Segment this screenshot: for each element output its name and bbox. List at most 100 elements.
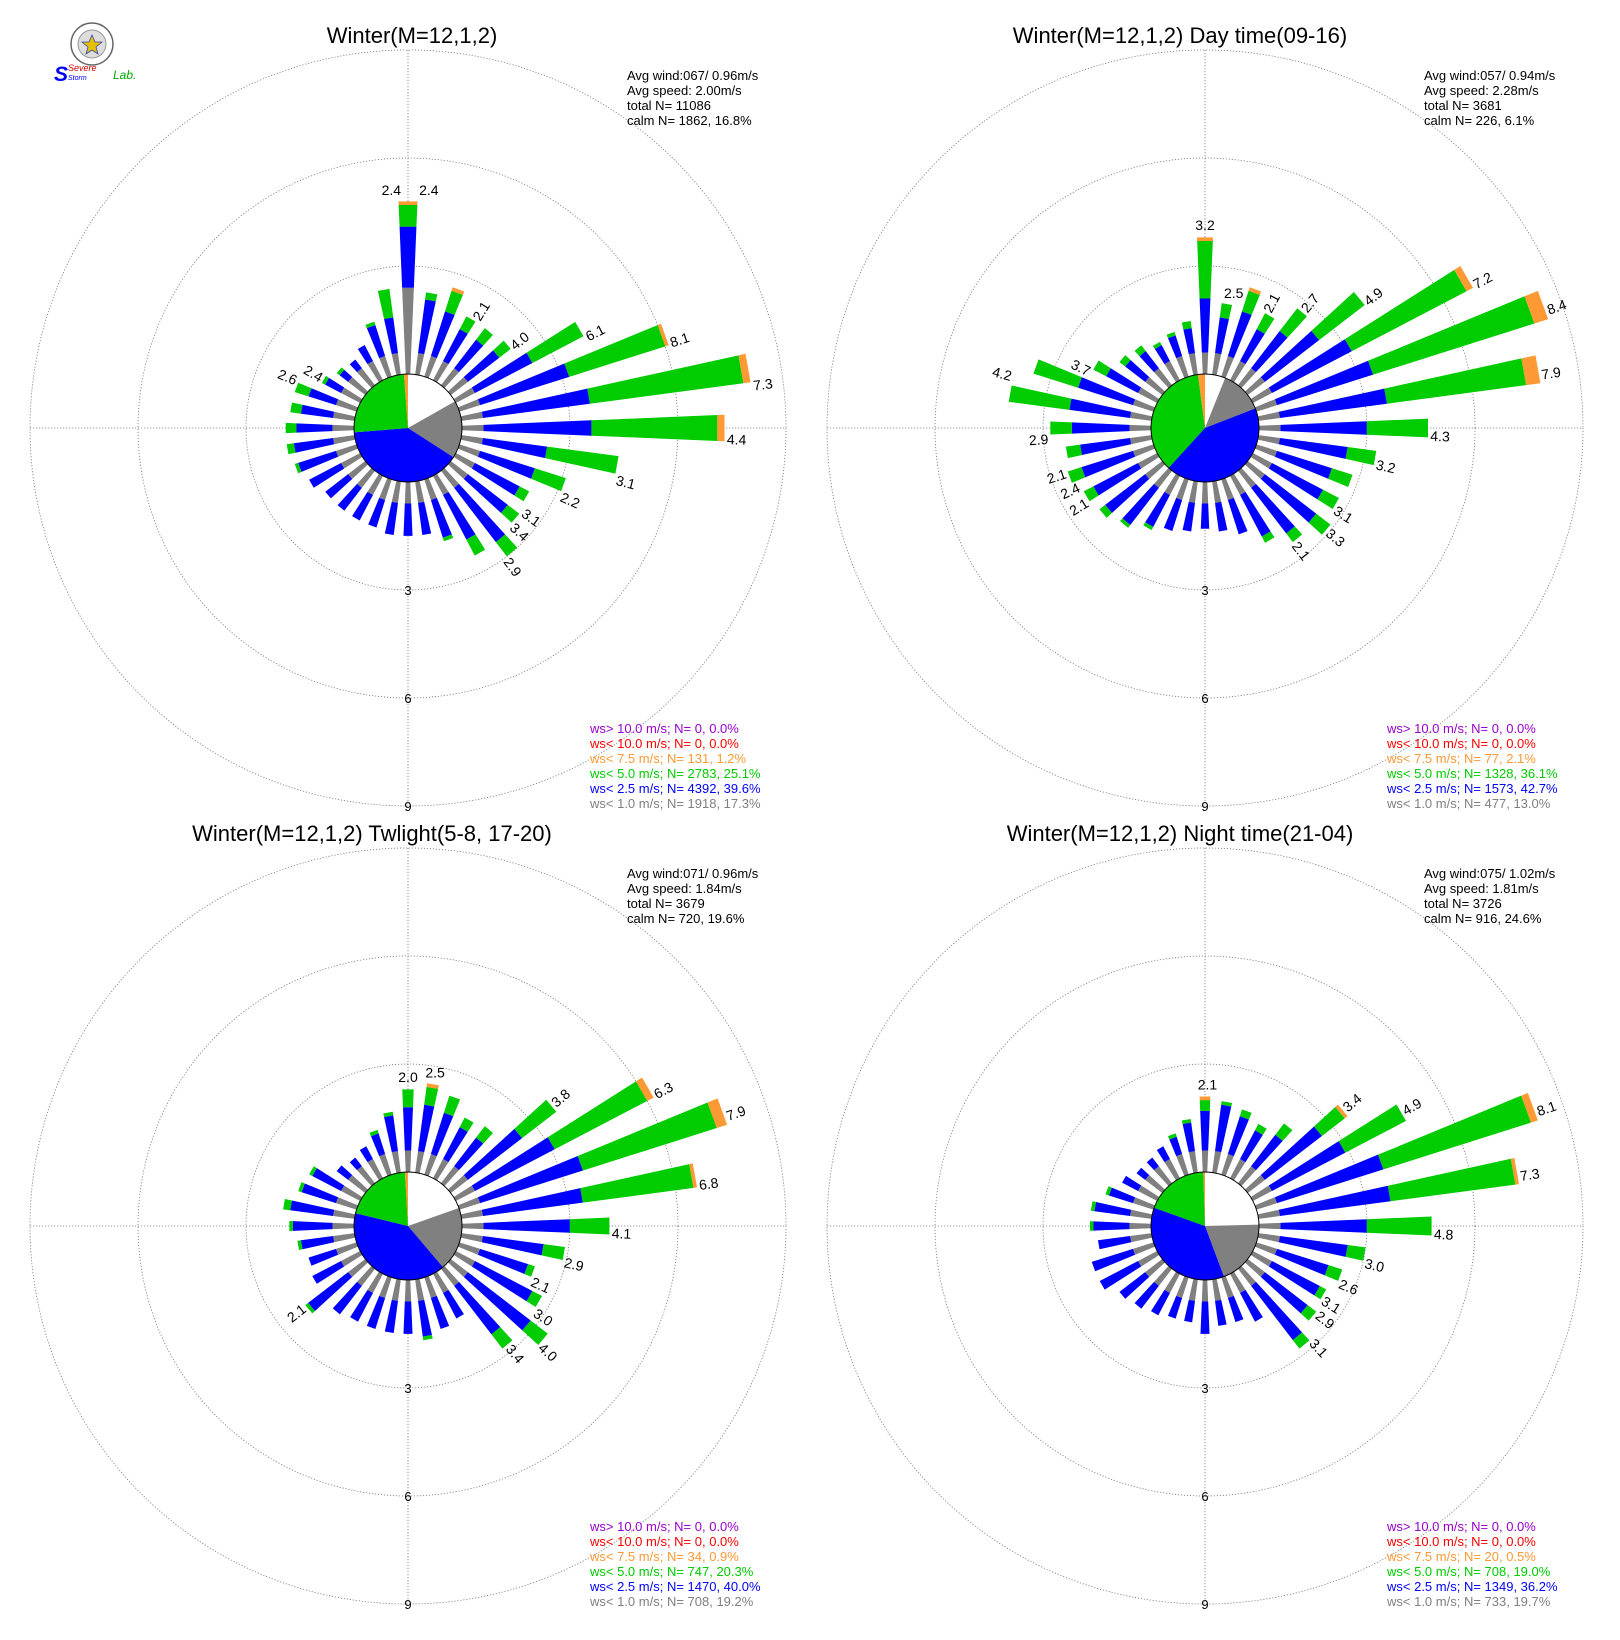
bar-segment-gr bbox=[545, 446, 619, 474]
bar-label: 2.1 bbox=[284, 1301, 309, 1326]
bar-segment-gr bbox=[1105, 1186, 1112, 1196]
bar-segment-gr bbox=[514, 1099, 557, 1139]
bar-dir-180 bbox=[403, 1279, 413, 1334]
bar-segment-g bbox=[333, 411, 356, 421]
bar-dir-110 bbox=[457, 444, 566, 492]
bar-dir-90 bbox=[1258, 418, 1429, 438]
bar-dir-320 bbox=[349, 359, 376, 389]
bar-segment-gr bbox=[1338, 1104, 1406, 1153]
bar-label: 2.6 bbox=[276, 366, 300, 388]
bar-dir-170 bbox=[415, 1278, 433, 1341]
bar-dir-340 bbox=[365, 321, 392, 379]
bar-segment-g bbox=[415, 353, 425, 376]
lab-logo-s-icon: S bbox=[54, 63, 68, 86]
bar-segment-gr bbox=[1387, 1158, 1516, 1202]
bar-segment-g bbox=[1254, 1242, 1278, 1255]
bar-dir-60 bbox=[1250, 265, 1473, 403]
bar-segment-gr bbox=[524, 1264, 535, 1277]
bar-label: 2.4 bbox=[382, 182, 402, 198]
bar-segment-g bbox=[332, 424, 355, 432]
bar-segment-g bbox=[461, 1222, 484, 1230]
bar-label: 7.9 bbox=[1540, 364, 1562, 383]
bar-dir-200 bbox=[366, 1275, 392, 1329]
bar-segment-b bbox=[1278, 1185, 1391, 1217]
bar-label: 7.2 bbox=[1470, 269, 1495, 292]
bar-dir-200 bbox=[1163, 477, 1189, 531]
bar-segment-g bbox=[457, 1197, 481, 1210]
bar-segment-gr bbox=[309, 1166, 317, 1176]
bar-dir-310 bbox=[336, 1165, 369, 1194]
bar-segment-g bbox=[1138, 1251, 1160, 1267]
bar-segment-o bbox=[1197, 237, 1213, 241]
bar-segment-gr bbox=[1314, 1286, 1327, 1300]
bar-segment-g bbox=[1212, 480, 1222, 503]
bar-dir-330 bbox=[359, 1146, 383, 1181]
bar-dir-10 bbox=[1212, 303, 1233, 376]
bar-segment-gr bbox=[1120, 518, 1131, 528]
bar-dir-140 bbox=[1237, 467, 1303, 543]
bar-dir-60 bbox=[453, 321, 584, 403]
bar-segment-b bbox=[471, 463, 520, 496]
lab-logo-severe: Severe bbox=[68, 63, 97, 73]
ring-label-6: 6 bbox=[1201, 1489, 1208, 1504]
bar-dir-260 bbox=[1097, 1233, 1153, 1250]
bar-segment-g bbox=[453, 1251, 475, 1267]
stat-line: calm N= 226, 6.1% bbox=[1424, 113, 1535, 128]
bar-segment-gr bbox=[445, 290, 463, 315]
bar-segment-b bbox=[368, 497, 386, 528]
bar-segment-b bbox=[366, 1295, 386, 1329]
bar-segment-gr bbox=[443, 1095, 461, 1117]
legend-entry-red: ws< 10.0 m/s; N= 0, 0.0% bbox=[1386, 736, 1536, 751]
bar-segment-gr bbox=[1279, 308, 1307, 338]
bar-segment-b bbox=[349, 1157, 362, 1171]
bar-segment-b bbox=[357, 345, 373, 365]
bar-label: 3.7 bbox=[1069, 356, 1094, 379]
bar-segment-gr bbox=[1065, 444, 1082, 459]
bar-segment-b bbox=[430, 311, 455, 359]
bar-segment-gr bbox=[290, 402, 303, 414]
bar-segment-b bbox=[312, 1261, 345, 1284]
bar-segment-g bbox=[341, 1251, 363, 1267]
legend-entry-blue: ws< 2.5 m/s; N= 1470, 40.0% bbox=[589, 1579, 761, 1594]
bar-dir-160 bbox=[424, 1275, 450, 1329]
bar-dir-90 bbox=[461, 414, 725, 442]
bar-dir-210 bbox=[350, 1271, 383, 1322]
stat-line: Avg wind:067/ 0.96m/s bbox=[627, 68, 759, 83]
bar-dir-130 bbox=[1244, 1258, 1317, 1321]
legend-entry-orange: ws< 7.5 m/s; N= 34, 0.9% bbox=[589, 1549, 739, 1564]
bar-dir-170 bbox=[1212, 480, 1228, 532]
bar-dir-170 bbox=[415, 480, 432, 536]
bar-segment-o bbox=[657, 323, 669, 347]
bar-dir-40 bbox=[1237, 308, 1307, 389]
bar-segment-b bbox=[471, 1137, 555, 1191]
legend-entry-blue: ws< 2.5 m/s; N= 1573, 42.7% bbox=[1386, 781, 1558, 796]
bar-segment-b bbox=[1105, 474, 1150, 513]
bar-segment-b bbox=[325, 474, 353, 499]
bar-segment-g bbox=[1258, 1222, 1281, 1230]
bar-dir-140 bbox=[440, 1265, 513, 1349]
bar-dir-330 bbox=[357, 345, 383, 383]
bar-segment-b bbox=[1093, 463, 1142, 496]
bar-segment-b bbox=[481, 388, 590, 419]
bar-segment-o bbox=[1199, 1096, 1211, 1101]
bar-dir-350 bbox=[1181, 1118, 1198, 1174]
bar-dir-60 bbox=[1250, 1104, 1406, 1201]
bar-segment-b bbox=[1251, 1134, 1283, 1171]
bar-dir-100 bbox=[460, 1233, 566, 1261]
bar-dir-120 bbox=[453, 453, 530, 502]
bar-segment-o bbox=[1454, 265, 1473, 292]
bar-segment-g bbox=[391, 353, 401, 376]
bar-label: 3.2 bbox=[1375, 457, 1398, 477]
bar-segment-b bbox=[336, 1165, 353, 1180]
bar-segment-g bbox=[424, 1153, 437, 1177]
bar-dir-270 bbox=[1050, 421, 1152, 435]
bar-segment-b bbox=[1274, 1248, 1329, 1276]
bar-dir-0 bbox=[398, 201, 418, 375]
bar-dir-20 bbox=[1221, 287, 1262, 379]
bar-segment-g bbox=[1221, 477, 1234, 501]
bar-segment-g bbox=[1212, 353, 1222, 376]
bar-segment-gr bbox=[369, 1129, 379, 1137]
bar-segment-gr bbox=[1313, 1107, 1345, 1136]
legend-entry-green: ws< 5.0 m/s; N= 1328, 36.1% bbox=[1386, 766, 1558, 781]
